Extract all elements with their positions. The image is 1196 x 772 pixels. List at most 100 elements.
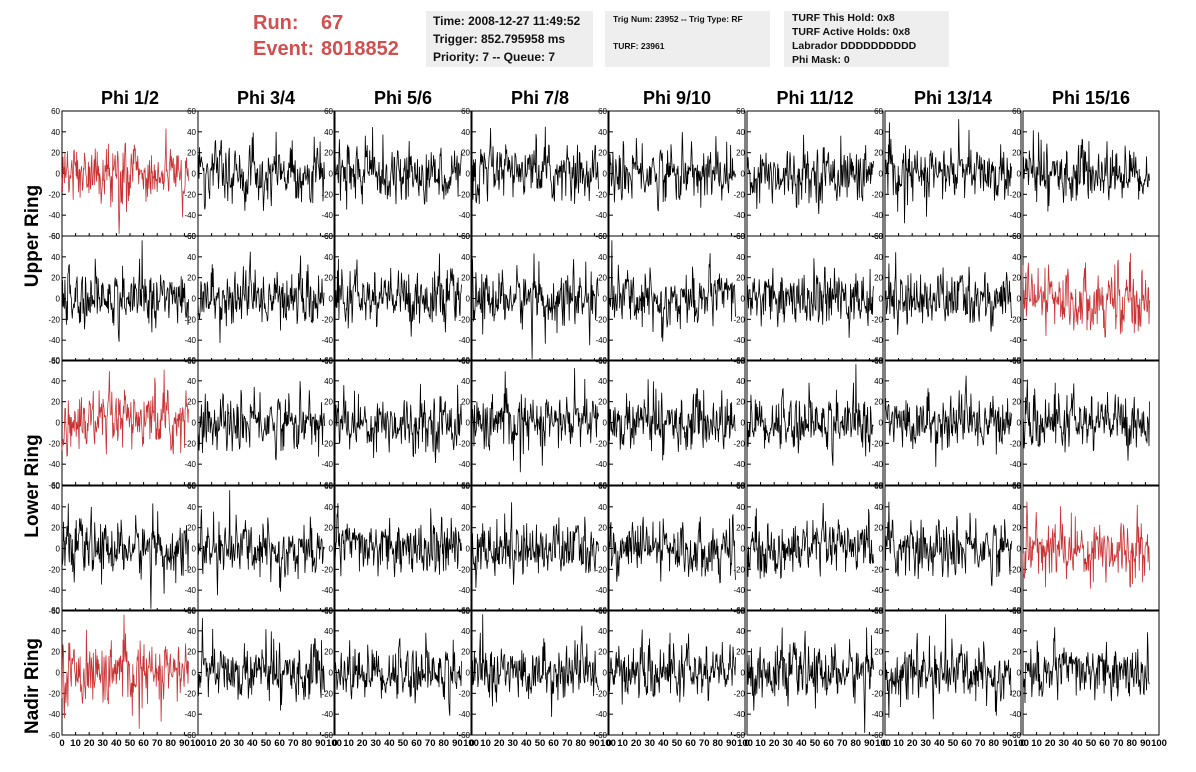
waveform-trace: [746, 627, 874, 733]
y-tick-label: -60: [184, 731, 196, 740]
event-value: 8018852: [321, 38, 399, 60]
x-tick-label: 10: [617, 738, 628, 749]
x-tick-label: 50: [398, 738, 409, 749]
x-tick-label: 40: [1072, 738, 1083, 749]
y-tick-label: 60: [324, 482, 333, 491]
x-tick-label: 90: [864, 738, 875, 749]
waveform-trace: [197, 131, 325, 211]
y-tick-label: 40: [324, 503, 333, 512]
y-tick-label: 40: [51, 128, 60, 137]
y-tick-label: -60: [871, 357, 883, 366]
x-tick-label: 50: [810, 738, 821, 749]
waveform-trace: [746, 364, 874, 466]
y-tick-label: -40: [48, 460, 60, 469]
x-tick-label: 90: [179, 738, 190, 749]
y-tick-label: -40: [595, 710, 607, 719]
y-tick-label: -40: [871, 710, 883, 719]
y-tick-label: 40: [51, 377, 60, 386]
x-tick-label: 70: [425, 738, 436, 749]
y-tick-label: -20: [321, 565, 333, 574]
y-tick-label: 0: [741, 669, 746, 678]
y-tick-label: -40: [871, 211, 883, 220]
y-tick-label: 60: [187, 107, 196, 116]
x-tick-label: 90: [1002, 738, 1013, 749]
y-tick-label: 40: [874, 253, 883, 262]
y-tick-label: 0: [741, 419, 746, 428]
run-row: Run: 67: [253, 10, 399, 36]
y-tick-label: 60: [324, 232, 333, 241]
x-tick-label: 30: [645, 738, 656, 749]
y-tick-label: -60: [595, 607, 607, 616]
y-tick-label: 20: [51, 149, 60, 158]
y-tick-label: -60: [871, 607, 883, 616]
y-tick-label: -40: [458, 336, 470, 345]
x-tick-label: 80: [713, 738, 724, 749]
y-tick-label: -60: [48, 607, 60, 616]
waveform-trace: [471, 368, 599, 473]
y-tick-label: 20: [736, 274, 745, 283]
y-tick-label: 20: [736, 524, 745, 533]
y-tick-label: -20: [184, 190, 196, 199]
x-tick-label: 50: [535, 738, 546, 749]
y-tick-label: -40: [871, 336, 883, 345]
y-tick-label: 20: [1012, 274, 1021, 283]
y-tick-label: -60: [733, 357, 745, 366]
y-tick-label: -20: [595, 689, 607, 698]
y-tick-label: 40: [51, 627, 60, 636]
y-tick-label: -60: [184, 607, 196, 616]
y-tick-label: 0: [603, 419, 608, 428]
x-tick-label: 100: [326, 738, 342, 749]
y-tick-label: 40: [1012, 253, 1021, 262]
y-tick-label: 20: [461, 274, 470, 283]
x-tick-label: 80: [576, 738, 587, 749]
y-tick-label: -20: [871, 565, 883, 574]
x-tick-label: 100: [1151, 738, 1167, 749]
y-tick-label: -20: [184, 689, 196, 698]
y-tick-label: 60: [736, 482, 745, 491]
y-tick-label: -40: [595, 336, 607, 345]
waveform-trace: [197, 251, 325, 343]
x-tick-label: 0: [332, 738, 337, 749]
x-tick-label: 0: [606, 738, 611, 749]
x-tick-label: 20: [769, 738, 780, 749]
waveform-trace: [1022, 130, 1150, 212]
x-tick-label: 70: [699, 738, 710, 749]
y-tick-label: -60: [1009, 357, 1021, 366]
y-tick-label: 40: [187, 377, 196, 386]
y-tick-label: -40: [48, 586, 60, 595]
column-header: Phi 1/2: [101, 88, 159, 108]
y-tick-label: 20: [1012, 524, 1021, 533]
x-tick-label: 70: [975, 738, 986, 749]
y-tick-label: -40: [1009, 211, 1021, 220]
y-tick-label: -20: [733, 315, 745, 324]
y-tick-label: 20: [51, 274, 60, 283]
y-tick-label: -20: [871, 439, 883, 448]
y-tick-label: 40: [1012, 128, 1021, 137]
y-tick-label: 60: [736, 356, 745, 365]
y-tick-label: 40: [598, 503, 607, 512]
x-tick-label: 80: [989, 738, 1000, 749]
y-tick-label: 20: [461, 648, 470, 657]
y-tick-label: -20: [1009, 439, 1021, 448]
y-tick-label: -60: [1009, 607, 1021, 616]
x-tick-label: 90: [315, 738, 326, 749]
column-header: Phi 3/4: [237, 88, 295, 108]
trigger-info-box: Trig Num: 23952 -- Trig Type: RF TURF: 2…: [605, 11, 770, 67]
x-tick-label: 20: [631, 738, 642, 749]
x-tick-label: 40: [384, 738, 395, 749]
x-tick-label: 100: [190, 738, 206, 749]
